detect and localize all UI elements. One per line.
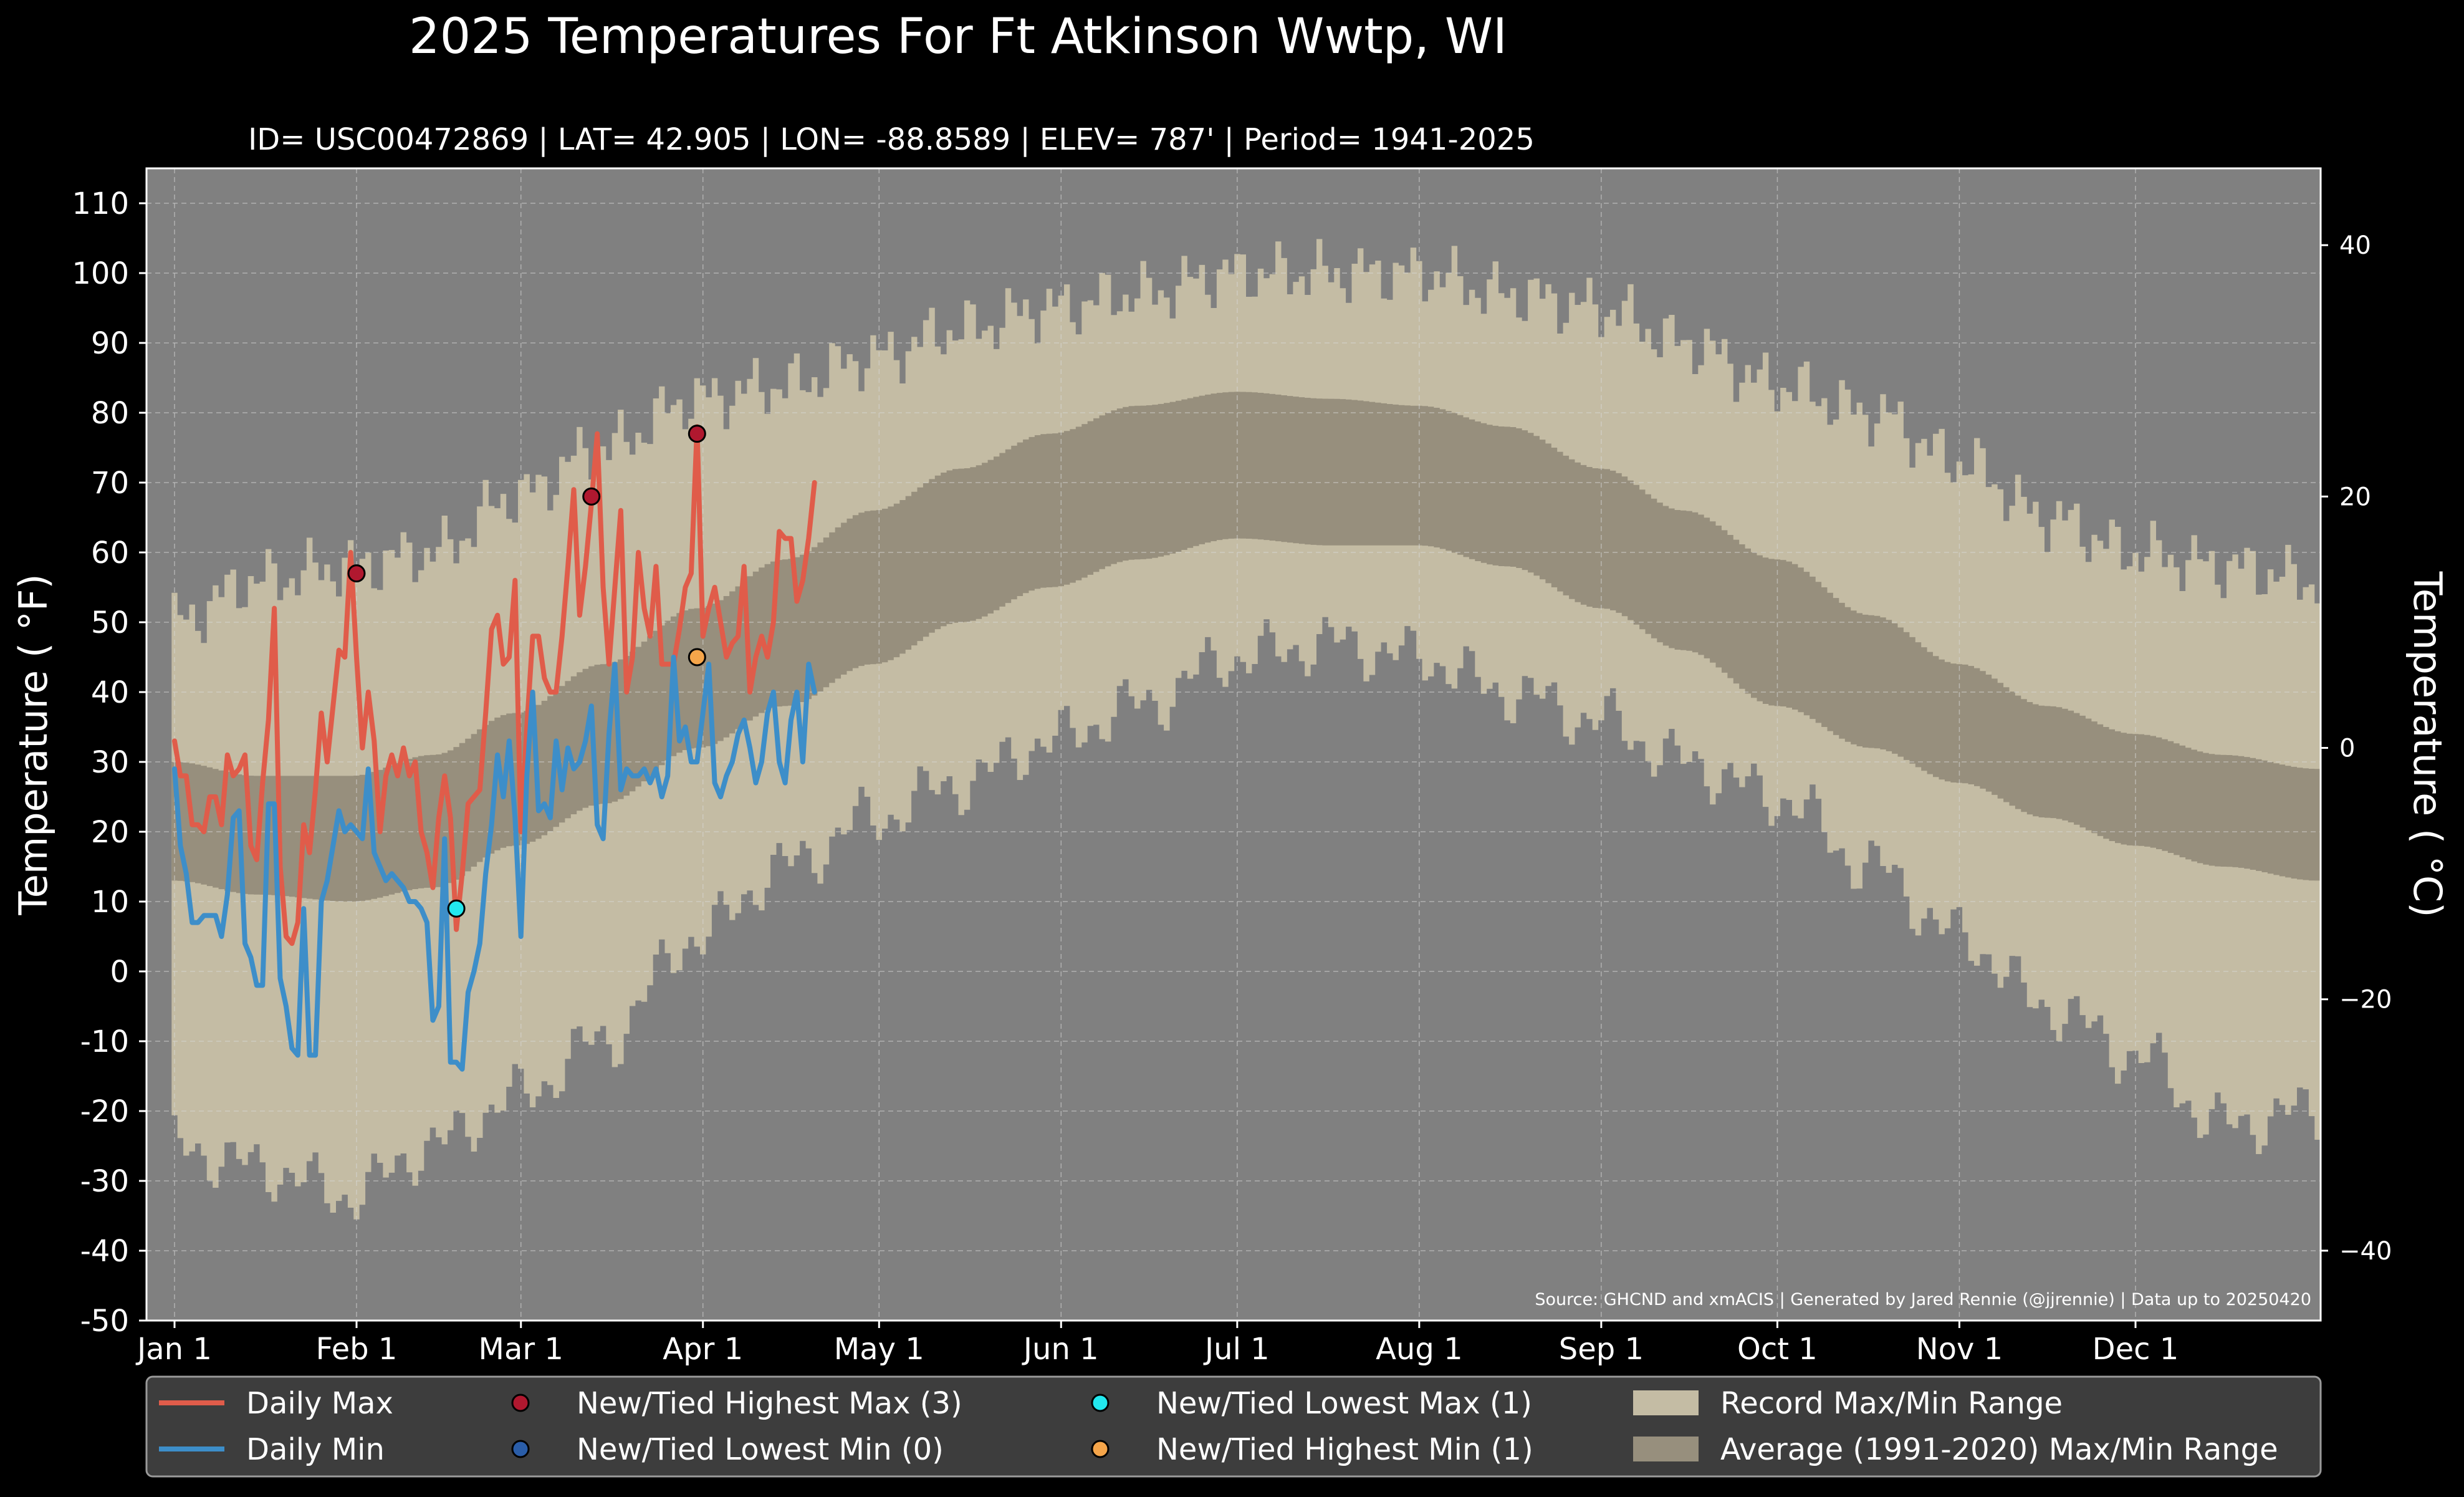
- y-tick-label: 100: [72, 256, 129, 291]
- y-tick-label: -30: [80, 1164, 129, 1199]
- y-tick-label: 80: [91, 396, 129, 431]
- chart-subtitle: ID= USC00472869 | LAT= 42.905 | LON= -88…: [248, 122, 1535, 157]
- y-tick-label: 40: [91, 675, 129, 710]
- x-tick-label: Sep 1: [1559, 1332, 1644, 1367]
- y-right-tick-label: 40: [2339, 231, 2371, 260]
- y-right-tick-label: 20: [2339, 483, 2371, 511]
- legend-label: New/Tied Lowest Max (1): [1156, 1386, 1532, 1421]
- record-range-band: [171, 239, 2321, 1220]
- daily-min-line: [172, 655, 817, 1072]
- legend-swatch-record-max-min-range: [1633, 1390, 1699, 1415]
- y-tick-label: 60: [91, 536, 129, 570]
- y-tick-label: 50: [91, 605, 129, 640]
- legend-swatch-average-1991-2020-max-min-range: [1633, 1437, 1699, 1461]
- legend-swatch-new-tied-lowest-max-1: [1091, 1394, 1110, 1412]
- new-tied-highest-max-marker: [582, 487, 601, 506]
- legend-label: New/Tied Lowest Min (0): [577, 1432, 944, 1467]
- legend-swatch-new-tied-lowest-min-0: [511, 1440, 530, 1458]
- legend-label: Record Max/Min Range: [1720, 1386, 2063, 1421]
- chart-title: 2025 Temperatures For Ft Atkinson Wwtp, …: [409, 9, 1507, 65]
- record-markers: [347, 425, 706, 918]
- climate-bands: [171, 239, 2321, 1220]
- x-tick-label: Jul 1: [1203, 1332, 1270, 1367]
- x-tick-label: Feb 1: [316, 1332, 398, 1367]
- y-tick-label: -40: [80, 1234, 129, 1269]
- plot-area: Source: GHCND and xmACIS | Generated by …: [145, 167, 2322, 1322]
- x-tick-label: Apr 1: [663, 1332, 743, 1367]
- x-tick-label: Jan 1: [135, 1332, 212, 1367]
- new-tied-highest-min-marker: [688, 648, 706, 667]
- y-tick-label: 90: [91, 326, 129, 361]
- plot-frame: [145, 167, 2322, 1322]
- y-tick-label: 70: [91, 466, 129, 501]
- daily-max-line: [172, 424, 817, 946]
- y-tick-label: 10: [91, 885, 129, 920]
- new-tied-highest-max-marker: [688, 425, 706, 443]
- y-tick-label: 0: [110, 955, 129, 989]
- x-tick-label: Mar 1: [479, 1332, 563, 1367]
- y-tick-label: -20: [80, 1094, 129, 1129]
- series-lines: [172, 424, 817, 1072]
- average-range-band: [171, 392, 2321, 902]
- y-tick-label: -50: [80, 1304, 129, 1339]
- x-tick-label: Oct 1: [1737, 1332, 1818, 1367]
- x-tick-label: Dec 1: [2092, 1332, 2179, 1367]
- y-axis-celsius: 40 20 0 −20 −40: [2321, 231, 2392, 1266]
- y-axis-right-label: Temperature ( °C): [2405, 571, 2450, 918]
- legend-label: Average (1991-2020) Max/Min Range: [1720, 1432, 2278, 1467]
- x-tick-label: Nov 1: [1916, 1332, 2003, 1367]
- y-right-tick-label: 0: [2339, 734, 2355, 763]
- legend-label: New/Tied Highest Max (3): [577, 1386, 962, 1421]
- source-note: Source: GHCND and xmACIS | Generated by …: [1535, 1290, 2311, 1309]
- x-tick-label: May 1: [834, 1332, 924, 1367]
- legend-label: New/Tied Highest Min (1): [1156, 1432, 1533, 1467]
- y-axis-label: Temperature ( °F): [11, 574, 56, 915]
- x-tick-label: Aug 1: [1376, 1332, 1463, 1367]
- y-tick-label: -10: [80, 1024, 129, 1059]
- legend-label: Daily Max: [246, 1386, 393, 1421]
- x-tick-label: Jun 1: [1022, 1332, 1099, 1367]
- y-tick-label: 20: [91, 815, 129, 850]
- y-right-tick-label: −40: [2339, 1237, 2392, 1266]
- y-right-tick-label: −20: [2339, 986, 2392, 1014]
- legend: Daily Max Daily Min New/Tied Highest Max (…: [145, 1375, 2322, 1478]
- y-tick-label: 110: [72, 186, 129, 221]
- new-tied-lowest-max-marker: [447, 899, 466, 918]
- x-axis: Jan 1 Feb 1 Mar 1 Apr 1 May 1 Jun 1 Jul 1 Aug 1…: [135, 1321, 2179, 1367]
- legend-box: [145, 1375, 2322, 1478]
- legend-label: Daily Min: [246, 1432, 385, 1467]
- legend-swatch-new-tied-highest-min-1: [1091, 1440, 1110, 1458]
- new-tied-highest-max-marker: [347, 564, 366, 583]
- legend-swatch-new-tied-highest-max-3: [511, 1394, 530, 1412]
- y-tick-label: 30: [91, 745, 129, 780]
